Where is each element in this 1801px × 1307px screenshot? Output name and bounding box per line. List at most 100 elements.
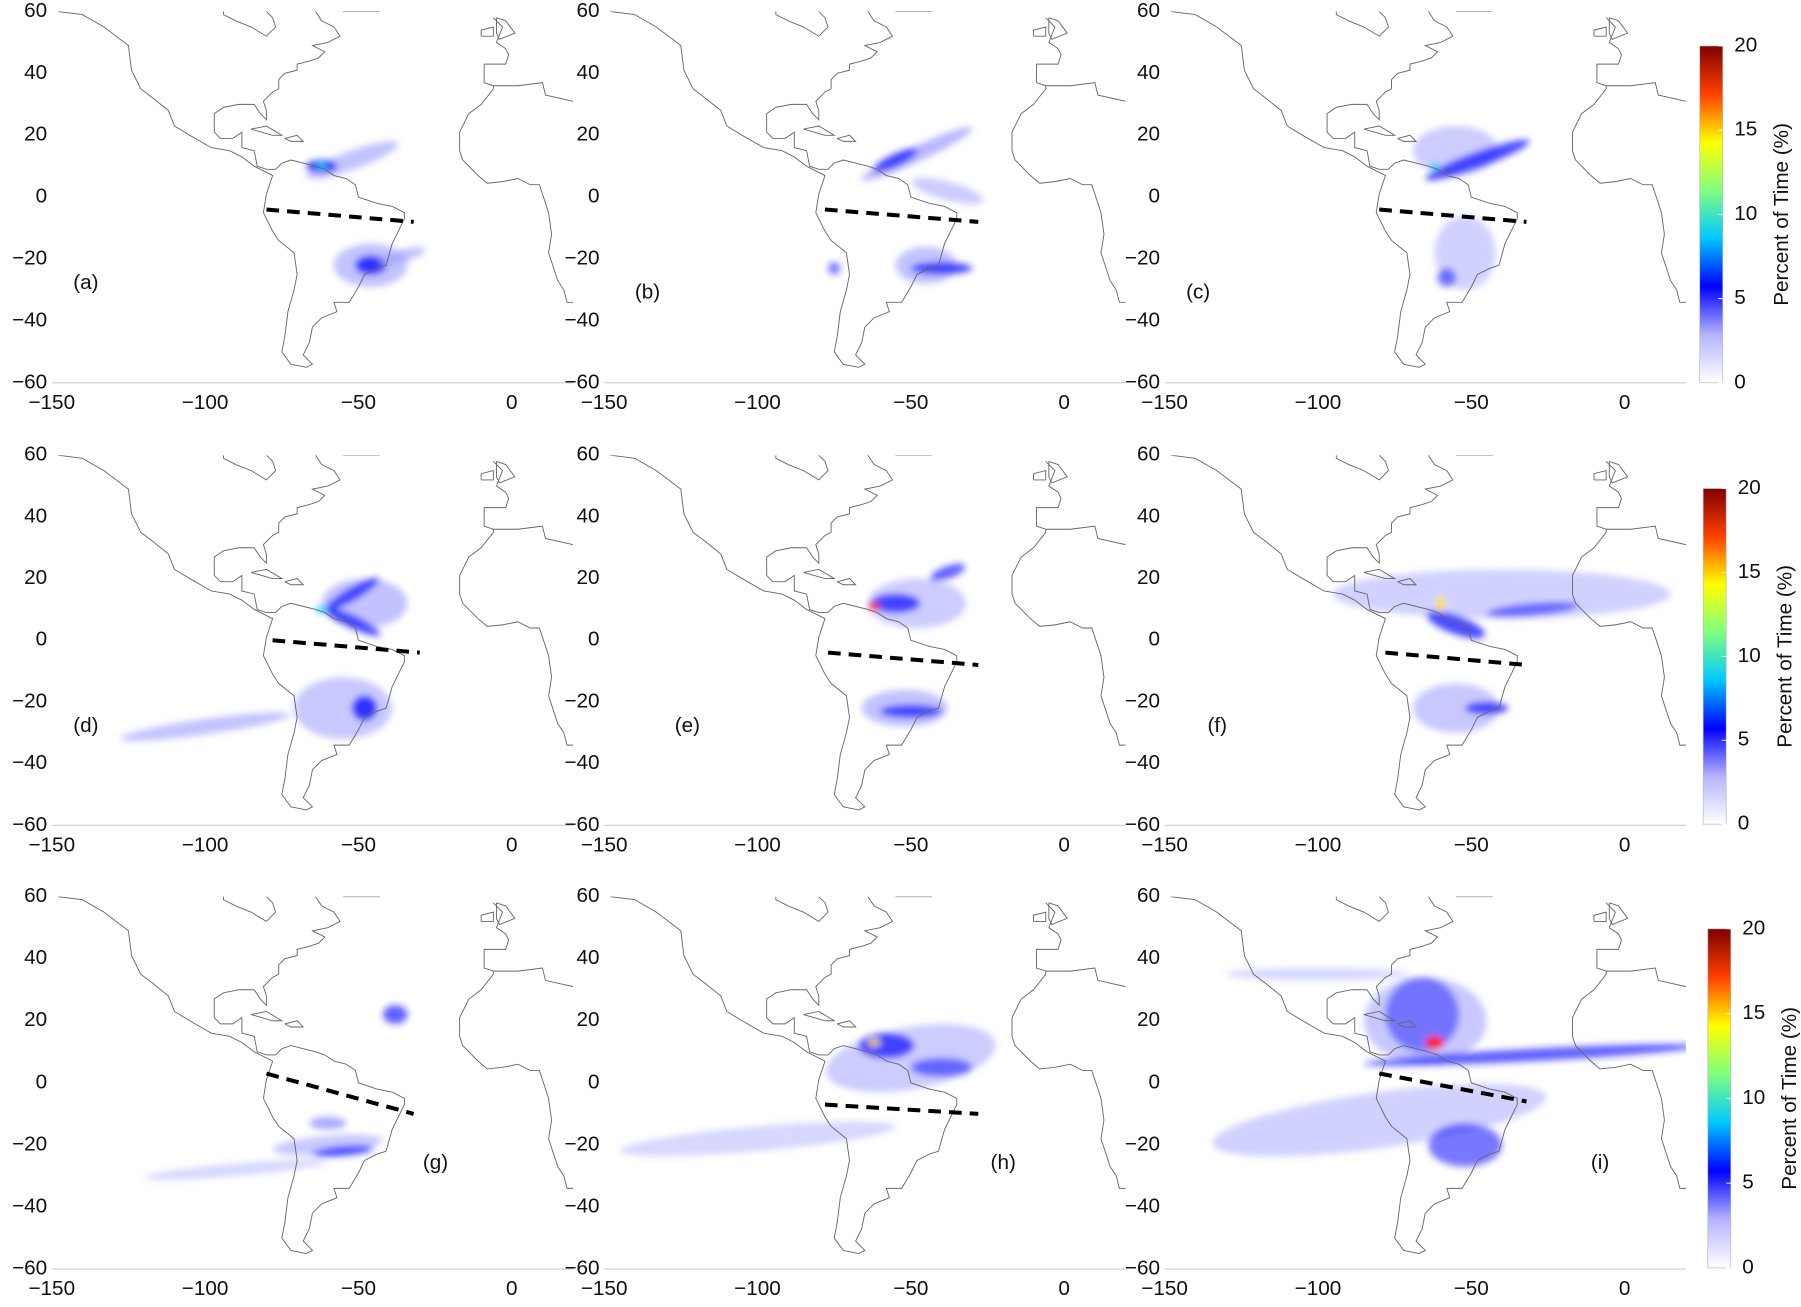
y-tick-label: 0 [588,628,600,651]
colorbar: 0 5 10 15 20 Percent of Time (%) [1707,916,1801,1278]
y-tick-label: 0 [36,185,48,208]
density-blob [377,247,426,265]
y-tick-label: −40 [12,308,47,331]
x-tick-label: −100 [1295,834,1342,857]
y-tick-label: 40 [24,504,47,527]
x-tick-label: −100 [1295,1277,1342,1300]
density-blob [309,1116,347,1130]
colorbar: 0 5 10 15 20 Percent of Time (%) [1699,33,1793,393]
coastline [1048,460,1068,484]
y-tick-label: 60 [24,443,47,466]
x-tick-label: −100 [182,834,229,857]
coastline [493,967,574,988]
y-tick-label: 20 [1137,566,1160,589]
coastline [1608,460,1629,484]
y-tick-label: 40 [1137,61,1160,84]
x-tick-label: −150 [28,391,75,414]
coastline [1608,17,1629,40]
colorbar-tick-label: 15 [1738,560,1761,583]
map-area [610,455,1126,811]
y-tick-label: 0 [36,628,48,651]
y-tick-label: 40 [24,61,47,84]
density [861,563,967,727]
x-tick-label: −50 [341,391,376,414]
x-tick-label: −100 [182,391,229,414]
y-tick-label: −60 [12,1257,47,1280]
map-panel: −150 −100 −50 0 −60 −40 −20 0 20 40 60 (h) [564,884,1126,1300]
y-tick-label: −20 [12,247,47,270]
colorbar-tick-label: 5 [1738,728,1750,751]
coastline [495,902,516,926]
map-area [57,455,574,811]
y-tick-label: 60 [577,443,600,466]
coastline [493,82,574,102]
map-area [1170,896,1686,1255]
x-tick-label: −150 [1141,1277,1188,1300]
y-tick-label: 0 [36,1070,48,1093]
x-tick-label: −150 [581,834,628,857]
coastline [1397,578,1418,586]
coastline [223,11,277,37]
colorbar-label: Percent of Time (%) [1778,1007,1801,1190]
y-tick-label: 20 [577,123,600,146]
colorbar-tick-label: 20 [1734,33,1757,56]
y-tick-label: 0 [588,185,600,208]
coastline [223,896,277,923]
density-blob [861,127,973,181]
y-tick-label: −60 [12,370,47,393]
colorbar: 0 5 10 15 20 Percent of Time (%) [1702,476,1797,835]
coastline [775,11,829,37]
coastline [459,461,574,746]
y-tick-label: −20 [12,1132,47,1155]
coastline [803,1010,836,1022]
map-panel: −150 −100 −50 0 −60 −40 −20 0 20 40 60 (e) [564,443,1126,857]
y-tick-label: 20 [1137,1008,1160,1031]
map-panel: −150 −100 −50 0 −60 −40 −20 0 20 40 60 (g) [12,884,574,1300]
colorbar-tick-label: 0 [1734,370,1746,393]
y-tick-label: −20 [12,689,47,712]
colorbar-label: Percent of Time (%) [1774,565,1797,748]
density [620,1024,996,1156]
y-tick-label: 0 [1148,185,1160,208]
y-tick-label: 40 [577,504,600,527]
coastline [1045,967,1126,988]
coastline [610,455,958,811]
y-tick-label: 40 [577,946,600,969]
y-tick-label: 60 [1137,884,1160,907]
coastline [1593,26,1607,37]
y-tick-label: −60 [12,813,47,836]
x-tick-label: −50 [1454,391,1489,414]
density-blob [325,577,380,611]
divider [265,1071,415,1116]
y-tick-label: −60 [1125,1257,1160,1280]
divider [272,638,420,655]
coastline [57,455,405,811]
coastline [610,896,958,1255]
x-tick-label: 0 [506,391,518,414]
map-panel: −150 −100 −50 0 −60 −40 −20 0 20 40 60 (c) [1125,0,1686,414]
coastline [1170,455,1518,811]
coastline [1048,17,1068,40]
coastline [836,578,857,586]
coastline [1335,11,1389,37]
y-tick-label: 60 [577,0,600,22]
x-tick-label: −100 [182,1277,229,1300]
y-tick-label: −20 [1125,1132,1160,1155]
colorbar-tick-label: 0 [1742,1255,1754,1278]
y-tick-label: −20 [564,689,599,712]
colorbar-tick-label: 20 [1742,916,1765,939]
density-blob [870,594,921,613]
density [1212,968,1686,1167]
coastline [1170,896,1518,1255]
x-tick-label: −50 [341,834,376,857]
coastline [1033,911,1047,922]
y-tick-label: 40 [577,61,600,84]
density-blob [382,1005,408,1024]
x-tick-label: −50 [893,1277,928,1300]
y-tick-label: −40 [564,1194,599,1217]
y-tick-label: 20 [24,1008,47,1031]
panel-label: (a) [73,271,98,294]
divider [824,207,979,224]
y-tick-label: −60 [564,813,599,836]
density-blob [1212,1083,1547,1157]
